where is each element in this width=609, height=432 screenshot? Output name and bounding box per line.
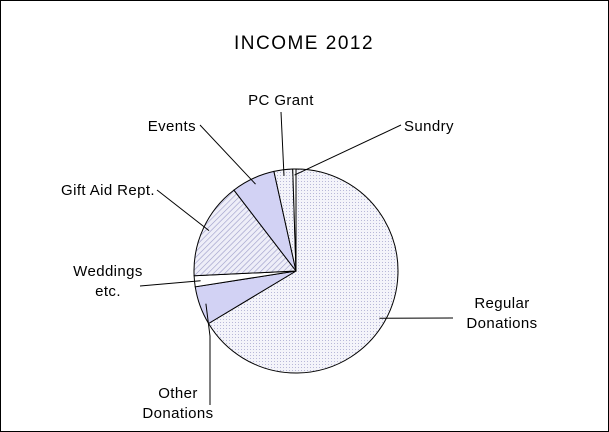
pie-slice-sundry	[292, 168, 297, 272]
slice-label: Sundry	[404, 118, 454, 135]
chart-title: INCOME 2012	[234, 33, 374, 54]
slice-label: Weddings etc.	[73, 263, 143, 300]
pie-slice-gift-aid-rept	[193, 189, 297, 277]
leader-line	[199, 124, 256, 185]
leader-line	[156, 189, 210, 231]
slice-label: Events	[148, 118, 196, 135]
slice-label: Gift Aid Rept.	[61, 182, 155, 199]
leader-line	[205, 303, 211, 405]
slice-label: PC Grant	[248, 92, 314, 109]
leader-line	[139, 280, 201, 287]
slice-label: Regular Donations	[466, 295, 537, 332]
leader-line	[280, 111, 285, 176]
leader-line	[294, 124, 402, 176]
slice-label: Other Donations	[142, 385, 213, 422]
pie-slice-regular-donations	[207, 168, 399, 374]
